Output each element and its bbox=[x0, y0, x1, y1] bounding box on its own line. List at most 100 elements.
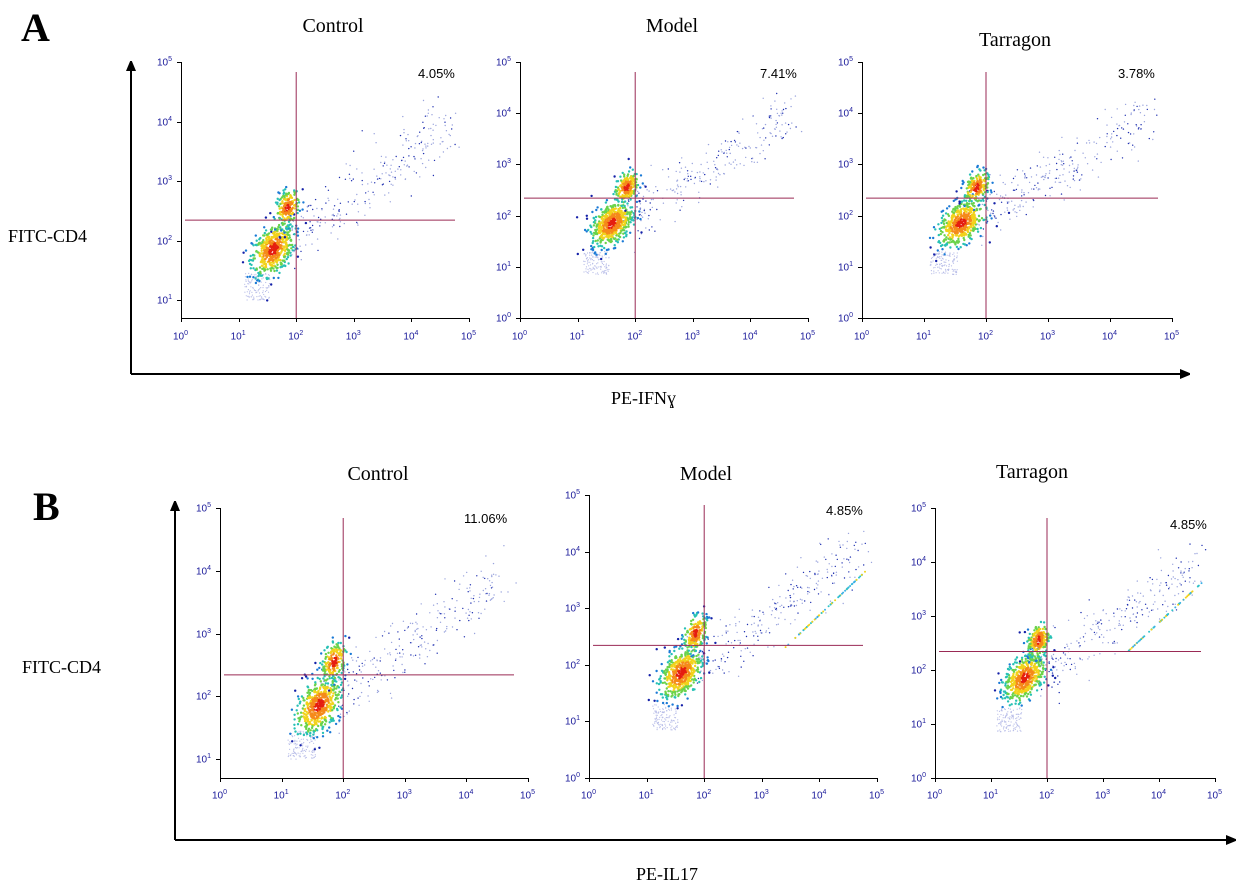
event-point bbox=[700, 658, 703, 660]
event-point bbox=[817, 561, 819, 563]
event-point bbox=[671, 189, 673, 192]
event-point bbox=[319, 696, 322, 700]
event-point bbox=[1129, 133, 1132, 135]
event-point bbox=[638, 210, 641, 213]
event-point bbox=[1022, 205, 1024, 208]
event-point bbox=[738, 131, 740, 133]
event-point bbox=[290, 708, 294, 711]
event-point bbox=[781, 604, 783, 606]
event-point bbox=[1000, 229, 1002, 231]
event-point bbox=[315, 716, 319, 720]
event-point bbox=[933, 267, 935, 269]
event-point bbox=[981, 184, 984, 187]
event-point bbox=[264, 295, 266, 297]
event-point bbox=[755, 146, 757, 149]
event-point bbox=[652, 708, 655, 710]
event-point bbox=[797, 633, 800, 636]
event-point bbox=[583, 260, 585, 262]
event-point bbox=[604, 241, 607, 245]
event-point bbox=[498, 575, 500, 577]
event-point bbox=[942, 220, 945, 223]
event-point bbox=[662, 720, 664, 723]
event-point bbox=[968, 173, 972, 176]
event-point bbox=[602, 218, 605, 221]
event-point bbox=[281, 223, 284, 227]
event-point bbox=[700, 180, 703, 183]
event-point bbox=[698, 656, 700, 658]
event-point bbox=[406, 164, 409, 166]
event-point bbox=[761, 624, 763, 626]
event-point bbox=[311, 714, 314, 717]
event-point bbox=[382, 183, 384, 185]
x-tick-label: 101 bbox=[916, 330, 932, 343]
scatter-points bbox=[647, 530, 873, 731]
event-point bbox=[248, 293, 251, 295]
event-point bbox=[288, 229, 292, 232]
event-point bbox=[829, 600, 832, 602]
event-point bbox=[335, 666, 339, 670]
x-tick-label: 102 bbox=[978, 330, 994, 343]
event-point bbox=[793, 585, 795, 588]
event-point bbox=[619, 184, 622, 188]
y-tick-mark bbox=[858, 62, 862, 63]
event-point bbox=[762, 150, 764, 152]
event-point bbox=[623, 183, 627, 187]
event-point bbox=[418, 653, 421, 656]
event-point bbox=[355, 673, 358, 675]
event-point bbox=[775, 123, 777, 126]
event-point bbox=[596, 239, 599, 242]
event-point bbox=[721, 151, 723, 153]
event-point bbox=[653, 712, 655, 714]
event-point bbox=[1069, 186, 1071, 189]
event-point bbox=[252, 276, 255, 279]
event-point bbox=[684, 177, 686, 180]
event-point bbox=[444, 124, 446, 127]
event-point bbox=[800, 557, 802, 559]
event-point bbox=[635, 177, 638, 181]
event-point bbox=[304, 221, 308, 225]
event-point bbox=[996, 193, 998, 195]
event-point bbox=[968, 216, 972, 220]
event-point bbox=[614, 223, 617, 227]
event-point bbox=[696, 682, 699, 684]
event-point bbox=[935, 254, 937, 256]
event-point bbox=[346, 680, 349, 682]
event-point bbox=[334, 698, 337, 701]
event-point bbox=[963, 209, 967, 212]
x-tick-label: 100 bbox=[212, 789, 228, 802]
event-point bbox=[331, 679, 334, 683]
event-point bbox=[945, 207, 949, 210]
event-point bbox=[409, 622, 412, 624]
event-point bbox=[963, 243, 967, 246]
event-point bbox=[470, 597, 472, 599]
event-point bbox=[949, 252, 951, 254]
event-point bbox=[1060, 193, 1063, 195]
event-point bbox=[266, 268, 269, 271]
event-point bbox=[944, 251, 947, 253]
event-point bbox=[972, 227, 975, 230]
event-point bbox=[449, 145, 452, 148]
event-point bbox=[594, 219, 597, 222]
event-point bbox=[746, 623, 749, 626]
event-point bbox=[322, 708, 325, 711]
event-point bbox=[402, 620, 405, 622]
event-point bbox=[296, 227, 300, 230]
event-point bbox=[320, 691, 323, 694]
event-point bbox=[656, 729, 658, 731]
event-point bbox=[981, 193, 985, 196]
event-point bbox=[1130, 113, 1132, 116]
event-point bbox=[965, 199, 968, 202]
event-point bbox=[777, 623, 779, 625]
event-point bbox=[662, 202, 665, 204]
event-point bbox=[333, 224, 335, 226]
event-point bbox=[324, 186, 327, 188]
event-point bbox=[763, 139, 765, 141]
event-point bbox=[331, 226, 334, 228]
event-point bbox=[702, 172, 704, 174]
y-tick-label: 101 bbox=[496, 260, 512, 274]
event-point bbox=[654, 721, 656, 723]
event-point bbox=[338, 209, 340, 211]
event-point bbox=[295, 758, 297, 760]
event-point bbox=[795, 126, 797, 128]
event-point bbox=[1048, 163, 1051, 165]
